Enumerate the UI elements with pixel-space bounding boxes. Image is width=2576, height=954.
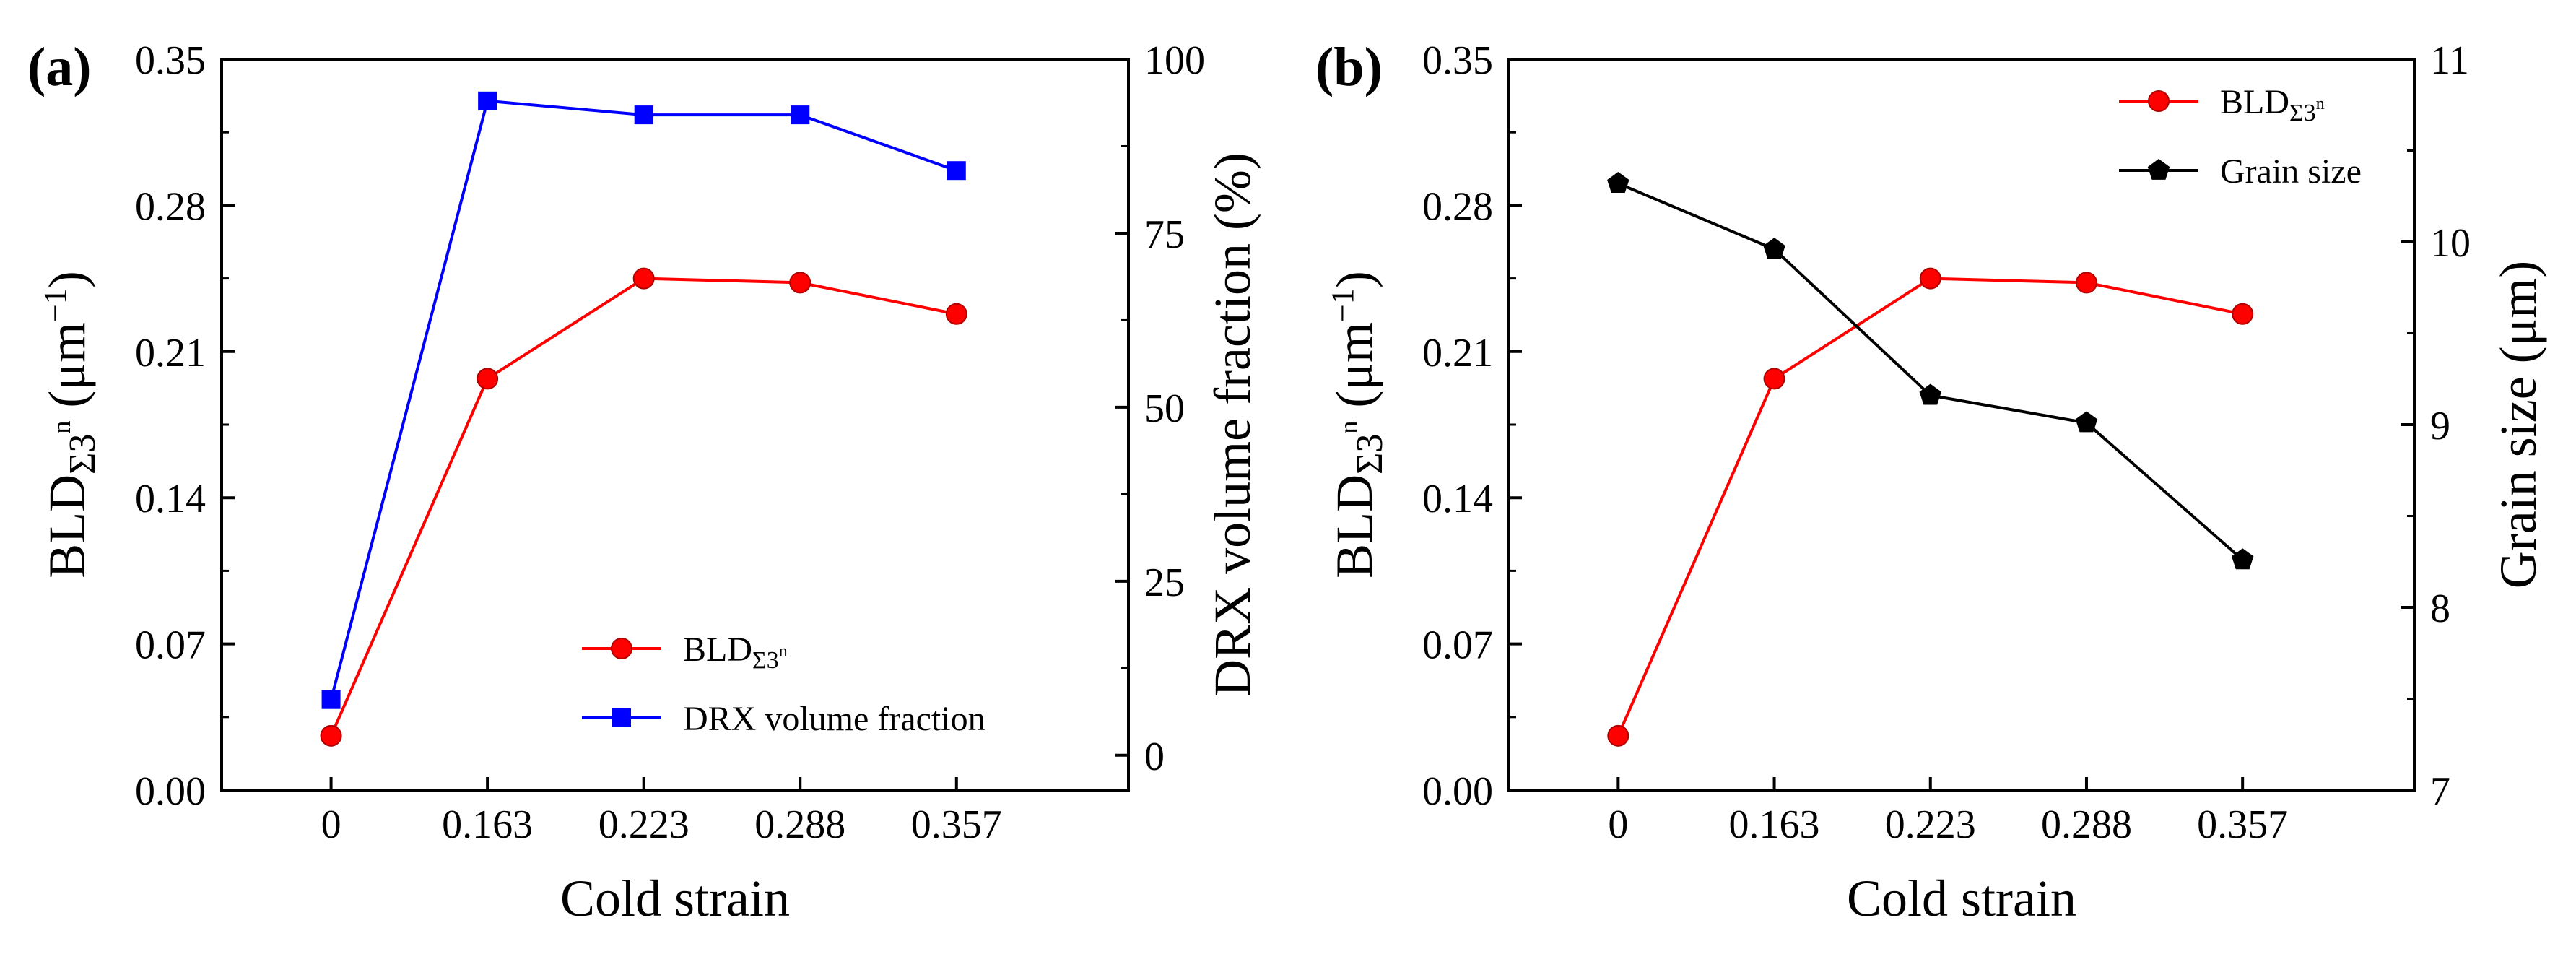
series-line	[1616, 277, 2243, 737]
series-bld	[320, 267, 967, 747]
x-tick-label: 0.357	[911, 802, 1002, 847]
data-point	[1919, 267, 1941, 290]
right-tick-label: 10	[2430, 221, 2471, 266]
left-tick-label: 0.07	[135, 623, 206, 668]
chart-panel-a: 0.00 0.07 0.14 0.21 0.28 0.35 0 25 50 75 100 0 0.163…	[27, 37, 1261, 927]
plot-frame	[220, 58, 1130, 792]
data-point	[789, 272, 811, 294]
left-tick-label: 0.21	[135, 331, 206, 376]
left-tick-label: 0.14	[1422, 477, 1493, 521]
data-point	[2075, 411, 2098, 433]
legend-marker	[2148, 90, 2170, 112]
series-line	[1617, 182, 2244, 561]
right-axis-title: Grain size (μm)	[2489, 261, 2547, 589]
left-tick-label: 0.28	[135, 184, 206, 229]
series-line	[329, 277, 957, 737]
data-point	[945, 303, 967, 325]
left-tick-label: 0.14	[135, 477, 206, 521]
left-tick-label: 0.21	[1422, 331, 1493, 376]
data-point	[1763, 368, 1785, 390]
right-tick-label: 75	[1144, 212, 1185, 257]
x-tick-label: 0	[321, 802, 341, 847]
left-tick-label: 0.35	[135, 38, 206, 83]
left-tick-label: 0.00	[135, 769, 206, 814]
legend-label: BLDΣ3n	[2220, 83, 2325, 126]
left-tick-label: 0.00	[1422, 769, 1493, 814]
data-point	[2075, 272, 2097, 294]
right-tick-label: 0	[1144, 734, 1165, 779]
legend-marker	[612, 708, 631, 727]
x-tick-label: 0.288	[2041, 802, 2132, 847]
x-tick-label: 0	[1608, 802, 1628, 847]
right-tick-label: 11	[2430, 38, 2469, 83]
data-point	[1919, 383, 1941, 405]
right-tick-label: 100	[1144, 38, 1205, 83]
panel-label: (b)	[1315, 37, 1383, 97]
right-tick-label: 9	[2430, 404, 2450, 448]
series-bld	[1607, 267, 2254, 747]
x-tick-label: 0.163	[442, 802, 533, 847]
legend: BLDΣ3n DRX volume fraction	[582, 630, 985, 738]
data-point	[634, 105, 653, 125]
legend: BLDΣ3n Grain size	[2119, 83, 2362, 191]
legend-marker	[2147, 159, 2170, 180]
data-point	[320, 724, 342, 747]
right-tick-label: 50	[1144, 386, 1185, 431]
legend-label: Grain size	[2220, 152, 2362, 191]
data-point	[478, 91, 497, 110]
data-point	[2232, 303, 2254, 325]
data-point	[2232, 548, 2254, 570]
right-tick-label: 25	[1144, 560, 1185, 605]
left-axis-title: BLDΣ3n (μm−1)	[1325, 271, 1391, 578]
x-tick-label: 0.357	[2197, 802, 2288, 847]
legend-marker	[611, 638, 632, 659]
data-point	[791, 105, 810, 125]
data-point	[321, 690, 341, 709]
data-point	[1607, 172, 1629, 193]
data-point	[1607, 724, 1629, 747]
legend-label: BLDΣ3n	[683, 630, 788, 674]
data-point	[947, 161, 966, 181]
series-drx-volume-fraction	[321, 91, 966, 709]
legend-label: DRX volume fraction	[683, 700, 985, 738]
data-point	[1763, 238, 1785, 259]
right-tick-label: 8	[2430, 586, 2450, 631]
left-tick-label: 0.35	[1422, 38, 1493, 83]
series-grain-size	[1607, 172, 2254, 570]
right-tick-label: 7	[2430, 769, 2450, 814]
left-tick-label: 0.07	[1422, 623, 1493, 668]
x-axis-title: Cold strain	[560, 870, 790, 927]
left-tick-label: 0.28	[1422, 184, 1493, 229]
x-tick-label: 0.163	[1729, 802, 1820, 847]
x-tick-label: 0.288	[754, 802, 845, 847]
x-axis-title: Cold strain	[1847, 870, 2076, 927]
series-line	[329, 99, 957, 701]
right-axis-title: DRX volume fraction (%)	[1204, 152, 1261, 697]
data-point	[477, 368, 499, 390]
x-tick-label: 0.223	[1885, 802, 1976, 847]
x-tick-label: 0.223	[599, 802, 689, 847]
panel-label: (a)	[27, 37, 92, 97]
left-axis-title: BLDΣ3n (μm−1)	[38, 271, 103, 578]
data-point	[632, 267, 655, 290]
